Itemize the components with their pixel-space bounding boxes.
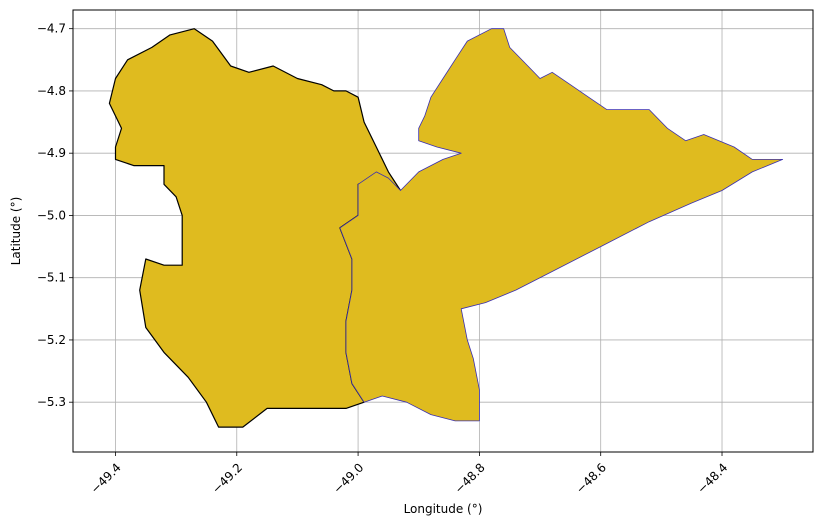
y-tick-label: −4.7	[37, 22, 66, 36]
y-tick-label: −4.9	[37, 146, 66, 160]
y-axis: −4.7 −4.8 −4.9 −5.0 −5.1 −5.2 −5.3	[37, 22, 73, 409]
plot-frame	[72, 9, 814, 453]
y-tick-label: −5.0	[37, 208, 66, 222]
x-axis-label: Longitude (°)	[404, 502, 483, 516]
y-tick-label: −5.3	[37, 395, 66, 409]
y-tick-label: −4.8	[37, 84, 66, 98]
plot-area	[72, 9, 814, 453]
x-tick-label: −48.4	[694, 460, 730, 496]
y-tick-label: −5.1	[37, 271, 66, 285]
map-region-2	[339, 28, 784, 422]
x-tick-label: −48.8	[452, 460, 488, 496]
x-tick-label: −48.6	[573, 460, 609, 496]
x-tick-label: −49.4	[88, 460, 124, 496]
map-regions	[108, 28, 784, 428]
x-tick-label: −49.0	[331, 460, 367, 496]
x-axis: −49.4 −49.2 −49.0 −48.8 −48.6 −48.4	[88, 452, 730, 496]
y-tick-label: −5.2	[37, 333, 66, 347]
x-tick-label: −49.2	[209, 460, 245, 496]
y-axis-label: Latitude (°)	[9, 197, 23, 266]
